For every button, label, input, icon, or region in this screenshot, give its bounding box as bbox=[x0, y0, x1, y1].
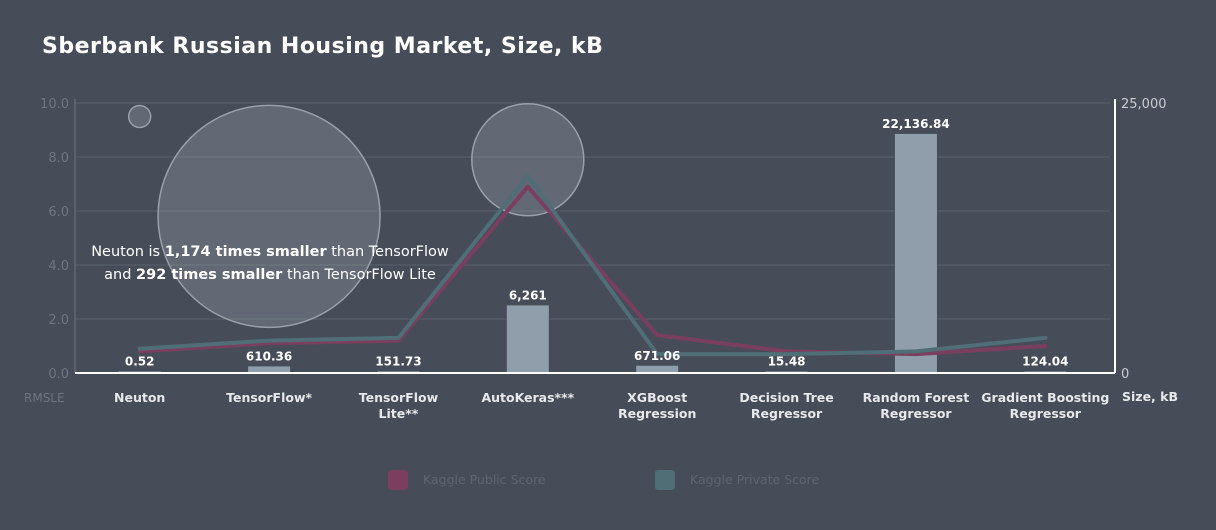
bar-value-label: 6,261 bbox=[509, 288, 547, 302]
bar-value-label: 15.48 bbox=[768, 355, 806, 369]
category-label: Regressor bbox=[751, 406, 823, 421]
right-tick-label: 25,000 bbox=[1121, 97, 1167, 112]
category-label: Gradient Boosting bbox=[981, 390, 1109, 405]
annotation-segment: 292 times smaller bbox=[136, 267, 283, 283]
right-axis-label: Size, kB bbox=[1122, 389, 1178, 404]
category-label: Regressor bbox=[880, 406, 952, 421]
size-bar bbox=[636, 365, 679, 373]
annotation-line2: and 292 times smaller than TensorFlow Li… bbox=[104, 267, 436, 283]
y-tick-label: 6.0 bbox=[48, 205, 69, 220]
category-label: Regression bbox=[618, 406, 696, 421]
size-bubble bbox=[471, 102, 585, 217]
label-layer: 0.52 610.36 151.73 6,261 671.06 15.48 22,136.8… bbox=[91, 117, 1109, 421]
category-label: TensorFlow* bbox=[226, 390, 312, 405]
annotation-segment: 1,174 times smaller bbox=[165, 244, 328, 260]
chart-title: Sberbank Russian Housing Market, Size, k… bbox=[42, 34, 604, 59]
annotation-segment: than TensorFlow Lite bbox=[282, 267, 436, 283]
size-bar bbox=[506, 305, 549, 373]
size-bubble bbox=[127, 104, 152, 129]
category-label: Regressor bbox=[1010, 406, 1082, 421]
legend-swatch bbox=[388, 470, 408, 490]
line-layer bbox=[137, 173, 1048, 357]
annotation-segment: than TensorFlow bbox=[327, 244, 449, 260]
annotation-line1: Neuton is 1,174 times smaller than Tenso… bbox=[91, 244, 449, 260]
size-bar bbox=[248, 366, 291, 373]
category-label: XGBoost bbox=[627, 390, 687, 405]
category-label: Lite** bbox=[379, 406, 419, 421]
category-label: Random Forest bbox=[863, 390, 970, 405]
bar-layer bbox=[118, 133, 1067, 373]
category-label: Neuton bbox=[114, 390, 165, 405]
y-tick-label: 2.0 bbox=[48, 313, 69, 328]
bar-value-label: 124.04 bbox=[1022, 355, 1068, 369]
axis-layer: 0.0 2.0 4.0 6.0 8.0 10.0 0 25,000 RMSLE Size, kB bbox=[24, 97, 1178, 405]
left-axis-label: RMSLE bbox=[24, 391, 65, 405]
y-tick-label: 0.0 bbox=[48, 367, 69, 382]
legend-label[interactable]: Kaggle Private Score bbox=[690, 472, 820, 487]
annotation-segment: and bbox=[104, 267, 136, 283]
bar-value-label: 0.52 bbox=[125, 355, 155, 369]
y-tick-label: 8.0 bbox=[48, 151, 69, 166]
bar-value-label: 151.73 bbox=[375, 354, 421, 368]
category-label: Decision Tree bbox=[739, 390, 833, 405]
legend-layer[interactable]: Kaggle Public Score Kaggle Private Score bbox=[388, 470, 820, 490]
category-label: TensorFlow bbox=[359, 390, 439, 405]
legend-label[interactable]: Kaggle Public Score bbox=[423, 472, 546, 487]
size-bar bbox=[894, 133, 937, 373]
legend-swatch bbox=[655, 470, 675, 490]
right-tick-label: 0 bbox=[1121, 367, 1129, 382]
category-label: AutoKeras*** bbox=[481, 390, 574, 405]
bubble-layer bbox=[127, 102, 585, 329]
annotation-segment: Neuton is bbox=[91, 244, 165, 260]
size-bubble bbox=[157, 104, 381, 329]
bar-value-label: 22,136.84 bbox=[882, 117, 950, 131]
score-line bbox=[137, 173, 1048, 357]
bar-value-label: 671.06 bbox=[634, 349, 680, 363]
bar-value-label: 610.36 bbox=[246, 349, 292, 363]
y-tick-label: 4.0 bbox=[48, 259, 69, 274]
y-tick-label: 10.0 bbox=[40, 97, 69, 112]
